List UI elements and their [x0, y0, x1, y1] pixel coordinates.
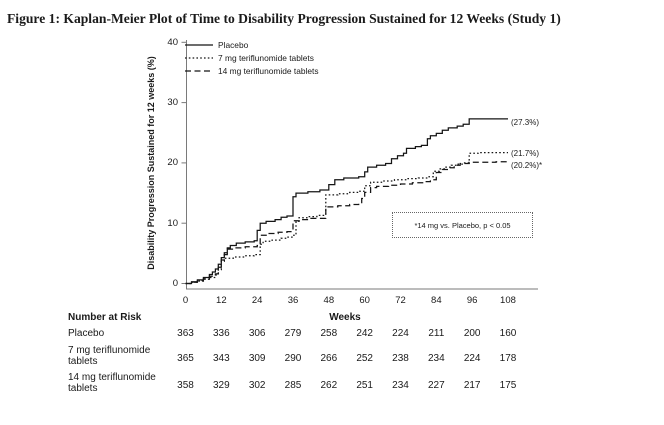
y-tick-label: 20	[167, 157, 178, 169]
y-tick-label: 10	[167, 217, 178, 229]
solid-line-swatch-icon	[185, 43, 213, 46]
risk-row-label: Placebo	[68, 328, 105, 339]
risk-value: 227	[427, 379, 445, 391]
risk-value: 178	[499, 352, 517, 364]
risk-value: 217	[463, 379, 481, 391]
legend-item-7mg: 7 mg teriflunomide tablets	[185, 51, 319, 64]
y-tick-label: 0	[172, 278, 178, 289]
risk-value: 358	[177, 379, 194, 391]
risk-value: 252	[356, 352, 373, 364]
x-tick-label: 0	[182, 295, 189, 306]
risk-value: 160	[499, 328, 517, 339]
risk-value: 238	[392, 352, 409, 364]
risk-value: 211	[428, 328, 445, 339]
number-at-risk-header: Number at Risk	[68, 312, 142, 323]
x-axis-title: Weeks	[329, 312, 361, 323]
risk-value: 266	[320, 352, 338, 364]
risk-value: 224	[392, 328, 409, 339]
risk-value: 285	[284, 379, 302, 391]
risk-row-label: tablets	[68, 356, 98, 367]
risk-value: 343	[212, 352, 230, 364]
risk-value: 363	[177, 328, 194, 339]
x-tick-label: 60	[359, 295, 370, 306]
legend-label: 14 mg teriflunomide tablets	[218, 65, 319, 76]
risk-value: 365	[177, 352, 194, 364]
risk-row-label: 14 mg teriflunomide	[68, 372, 156, 383]
risk-value: 242	[356, 328, 373, 339]
legend-item-14mg: 14 mg teriflunomide tablets	[185, 64, 319, 77]
y-tick-label: 30	[167, 97, 178, 109]
km-curve-dashed	[185, 161, 508, 285]
x-tick-label: 24	[251, 295, 263, 306]
x-tick-label: 36	[287, 295, 299, 306]
legend-label: Placebo	[218, 39, 249, 50]
risk-value: 224	[463, 352, 481, 364]
legend-item-placebo: Placebo	[185, 38, 319, 51]
risk-value: 251	[356, 379, 373, 391]
legend-label: 7 mg teriflunomide tablets	[218, 52, 314, 63]
risk-value: 175	[499, 379, 517, 391]
km-curve-dotted	[185, 151, 508, 285]
dashed-line-swatch-icon	[185, 69, 213, 72]
risk-value: 234	[392, 379, 409, 391]
risk-value: 262	[320, 379, 338, 391]
y-axis-title: Disability Progression Sustained for 12 …	[146, 56, 156, 270]
x-tick-label: 96	[466, 295, 478, 306]
x-tick-label: 48	[323, 295, 335, 306]
risk-value: 258	[320, 328, 338, 339]
risk-value: 329	[212, 379, 230, 391]
risk-value: 290	[284, 352, 302, 364]
risk-value: 279	[284, 328, 302, 339]
y-tick-label: 40	[167, 36, 178, 48]
annotation-text: *14 mg vs. Placebo, p < 0.05	[414, 220, 511, 230]
legend: Placebo 7 mg teriflunomide tablets 14 mg…	[185, 38, 319, 77]
annotation-box: *14 mg vs. Placebo, p < 0.05	[392, 212, 533, 238]
dotted-line-swatch-icon	[185, 56, 213, 59]
end-label-placebo: (27.3%)	[511, 118, 540, 127]
risk-value: 306	[248, 328, 266, 339]
risk-row-label: tablets	[68, 383, 98, 394]
figure-title: Figure 1: Kaplan-Meier Plot of Time to D…	[7, 11, 561, 26]
x-tick-label: 72	[395, 295, 406, 306]
risk-value: 336	[212, 328, 230, 339]
risk-value: 309	[248, 352, 266, 364]
risk-row-label: 7 mg teriflunomide	[68, 345, 151, 356]
end-label-14mg: (20.2%)*	[511, 161, 543, 170]
end-label-7mg: (21.7%)	[511, 149, 540, 158]
axes	[186, 40, 538, 290]
x-tick-label: 12	[216, 295, 227, 306]
risk-value: 234	[427, 352, 445, 364]
risk-value: 302	[248, 379, 266, 391]
risk-value: 200	[463, 328, 481, 339]
x-tick-label: 108	[500, 295, 516, 306]
x-tick-label: 84	[431, 295, 442, 306]
